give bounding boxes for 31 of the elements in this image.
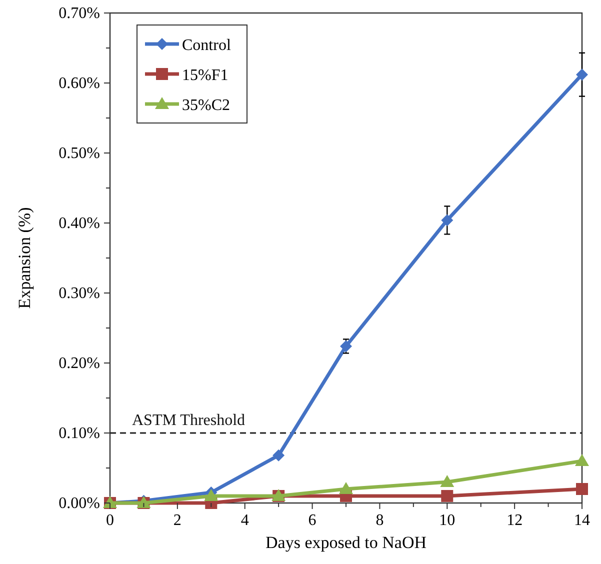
point — [272, 449, 285, 462]
point — [576, 483, 588, 495]
point — [441, 490, 454, 502]
point — [575, 454, 589, 466]
point — [204, 489, 218, 501]
x-tick-label: 4 — [240, 512, 249, 529]
legend-label: 35%C2 — [182, 97, 230, 114]
point — [339, 482, 353, 494]
x-tick-label: 0 — [106, 512, 114, 529]
legend-label: 15%F1 — [182, 67, 228, 84]
point — [440, 475, 454, 487]
point — [441, 214, 454, 226]
y-tick-label: 0.60% — [58, 75, 100, 92]
x-tick-label: 12 — [506, 512, 523, 529]
y-tick-label: 0.30% — [58, 285, 100, 302]
x-tick-label: 8 — [376, 512, 384, 529]
y-tick-label: 0.40% — [58, 215, 100, 232]
x-axis-title: Days exposed to NaOH — [266, 533, 426, 552]
x-tick-label: 10 — [439, 512, 456, 529]
ref-line-label: ASTM Threshold — [132, 412, 246, 429]
y-axis-title: Expansion (%) — [15, 207, 34, 309]
y-tick-label: 0.10% — [58, 425, 100, 442]
y-tick-label: 0.00% — [58, 495, 100, 512]
y-tick-label: 0.70% — [58, 5, 100, 22]
x-tick-label: 6 — [308, 512, 316, 529]
y-tick-label: 0.20% — [58, 355, 100, 372]
point — [576, 68, 588, 81]
legend-label: Control — [182, 37, 232, 54]
x-tick-label: 2 — [173, 512, 182, 529]
y-tick-label: 0.50% — [58, 145, 100, 162]
x-tick-label: 14 — [574, 512, 590, 529]
